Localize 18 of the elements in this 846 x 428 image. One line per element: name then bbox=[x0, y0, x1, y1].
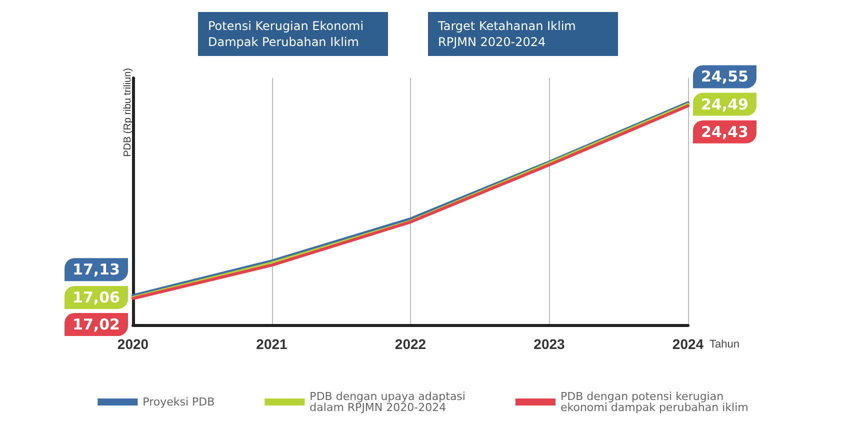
legend-label: PDB dengan upaya adaptasi dalam RPJMN 2020-2024 bbox=[310, 390, 466, 414]
text: Potensi Kerugian Ekonomi Dampak Perubahan Iklim bbox=[208, 19, 368, 49]
x-tick-label: 2021 bbox=[256, 336, 288, 352]
data-label: 24,49 bbox=[701, 95, 748, 114]
data-label: 17,13 bbox=[72, 260, 120, 279]
text: Target Ketahanan Iklim RPJMN 2020-2024 bbox=[437, 19, 580, 49]
x-tick-label: 2022 bbox=[394, 336, 426, 352]
data-label: 24,43 bbox=[701, 122, 748, 141]
x-tick-label: 2023 bbox=[534, 336, 566, 352]
y-axis-title: PDB (Rp ribu triliun) bbox=[122, 68, 134, 157]
x-tick-label: 2020 bbox=[117, 336, 149, 352]
data-label: 24,55 bbox=[701, 68, 748, 86]
data-label: 17,02 bbox=[72, 315, 120, 334]
data-label: 17,06 bbox=[72, 288, 120, 306]
x-axis-title: Tahun bbox=[709, 338, 740, 350]
legend-label: Proyeksi PDB bbox=[142, 396, 215, 408]
legend-label: PDB dengan potensi kerugian ekonomi dampak perubahan iklim bbox=[560, 390, 748, 414]
x-tick-label: 2024 bbox=[672, 336, 704, 352]
